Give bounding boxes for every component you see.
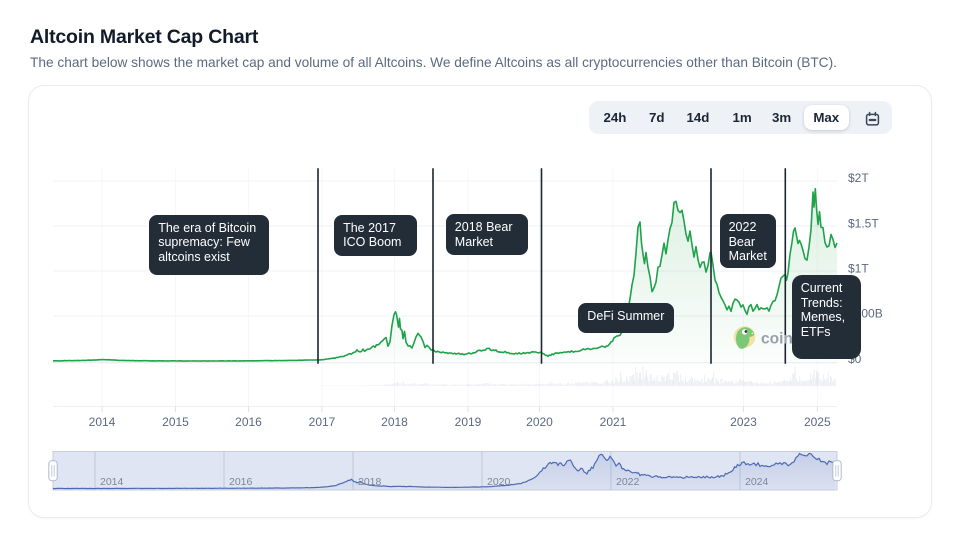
svg-text:2014: 2014 — [89, 415, 116, 429]
svg-text:2019: 2019 — [455, 415, 482, 429]
svg-text:$1T: $1T — [848, 262, 869, 276]
svg-text:2016: 2016 — [235, 415, 262, 429]
svg-text:$1.5T: $1.5T — [848, 217, 879, 231]
svg-text:2016: 2016 — [229, 476, 253, 488]
svg-text:2025: 2025 — [804, 415, 831, 429]
svg-text:2020: 2020 — [526, 415, 553, 429]
svg-text:2023: 2023 — [730, 415, 757, 429]
svg-text:2015: 2015 — [162, 415, 189, 429]
svg-text:2024: 2024 — [745, 476, 769, 488]
svg-text:2020: 2020 — [487, 476, 511, 488]
svg-text:2014: 2014 — [100, 476, 124, 488]
svg-text:2018: 2018 — [381, 415, 408, 429]
svg-text:2017: 2017 — [309, 415, 336, 429]
svg-text:$2T: $2T — [848, 171, 869, 185]
svg-text:2018: 2018 — [358, 476, 382, 488]
svg-text:2021: 2021 — [600, 415, 627, 429]
svg-text:2022: 2022 — [616, 476, 640, 488]
